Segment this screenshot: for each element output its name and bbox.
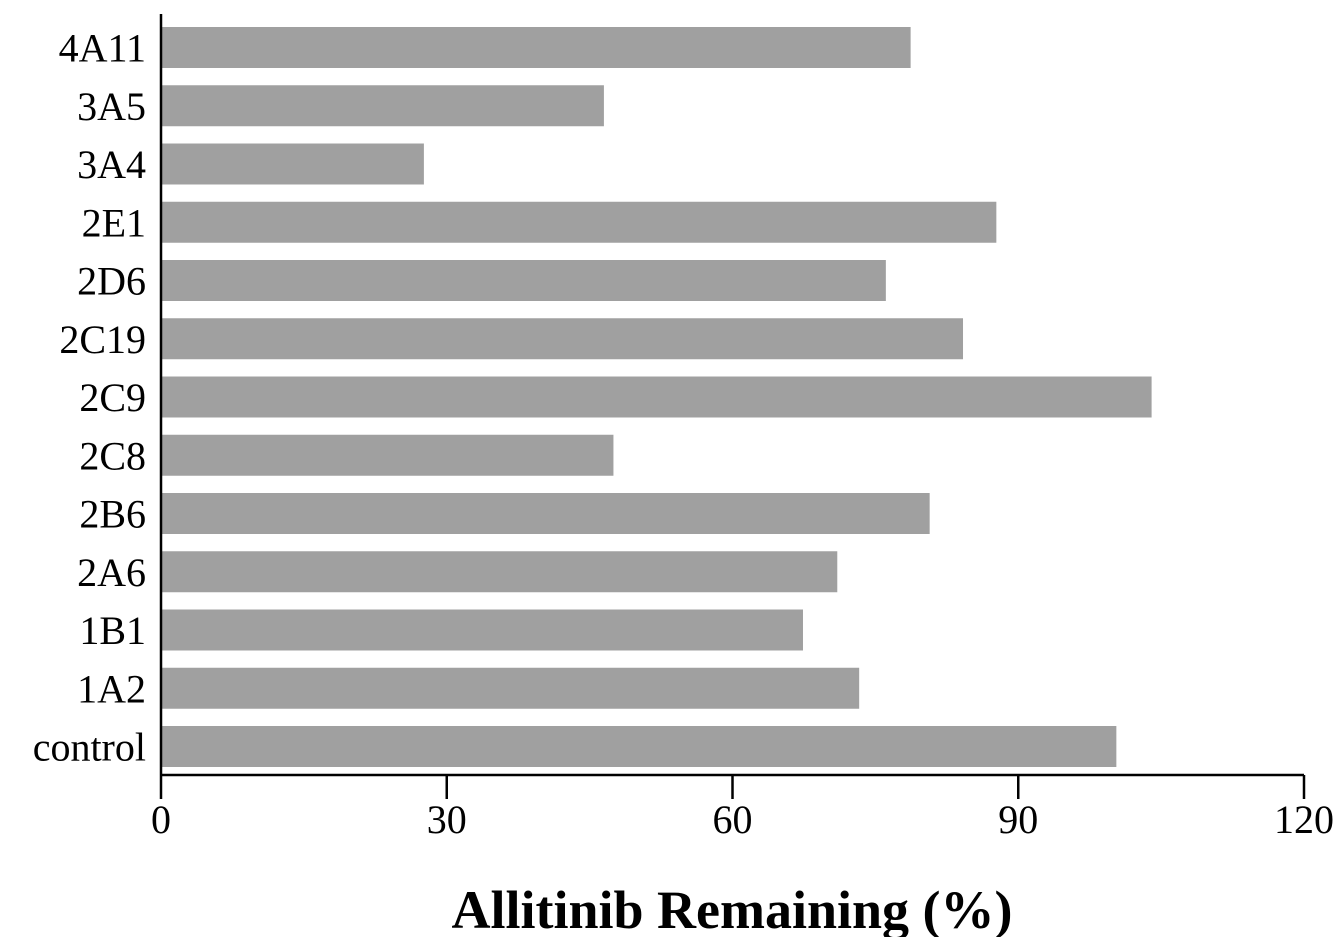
bar-2c9 [162,376,1152,418]
bar-3a4 [162,143,424,185]
x-axis-title: Allitinib Remaining (%) [451,880,1012,937]
category-label-2a6: 2A6 [77,550,146,595]
bar-2a6 [162,551,838,593]
bar-2c8 [162,434,614,476]
x-tick-label-90: 90 [998,797,1038,842]
x-tick-label-60: 60 [713,797,753,842]
category-label-control: control [33,725,146,770]
category-label-2d6: 2D6 [77,259,146,304]
category-label-3a4: 3A4 [77,142,146,187]
bar-3a5 [162,85,604,127]
x-ticks: 0 30 60 90 120 [151,775,1334,842]
category-labels: control 1A2 1B1 2A6 2B6 2C8 2C9 2C19 2D6 2E1 3A4 3A… [33,26,146,770]
category-label-4a11: 4A11 [59,26,146,71]
category-label-2e1: 2E1 [82,200,146,245]
bar-1a2 [162,667,860,709]
bar-2d6 [162,260,886,301]
bar-2c19 [162,318,964,360]
bar-2e1 [162,201,997,243]
category-label-3a5: 3A5 [77,84,146,129]
bar-control [162,726,1117,767]
bars-group [162,27,1152,767]
x-tick-label-120: 120 [1274,797,1334,842]
bar-1b1 [162,609,803,651]
category-label-2c8: 2C8 [79,433,146,478]
bar-2b6 [162,493,930,534]
category-label-1a2: 1A2 [77,666,146,711]
x-tick-label-30: 30 [427,797,467,842]
category-label-2b6: 2B6 [79,492,146,537]
category-label-2c9: 2C9 [79,375,146,420]
bar-4a11 [162,27,911,68]
category-label-1b1: 1B1 [79,608,146,653]
category-label-2c19: 2C19 [59,317,146,362]
x-tick-label-0: 0 [151,797,171,842]
